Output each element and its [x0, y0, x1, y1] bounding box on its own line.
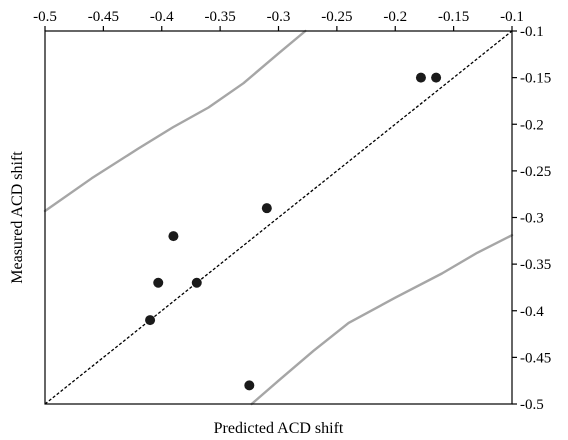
y-tick-label: -0.25 [520, 164, 551, 180]
y-axis-ticks: -0.1 -0.15 -0.2 -0.25 -0.3 -0.35 -0.4 -0.45 -0.5 [512, 24, 551, 413]
data-point [145, 315, 156, 326]
x-tick-label: -0.4 [150, 9, 174, 25]
plot-frame [44, 30, 513, 405]
x-axis-title: Predicted ACD shift [214, 420, 344, 437]
prediction-bands [43, 29, 514, 406]
lower-band-curve [250, 233, 514, 406]
x-tick-label: -0.15 [438, 9, 469, 25]
y-tick-label: -0.2 [520, 117, 544, 133]
y-axis-title: Measured ACD shift [9, 151, 26, 284]
x-tick-label: -0.3 [267, 9, 291, 25]
y-tick-label: -0.35 [520, 257, 551, 273]
x-tick-label: -0.2 [383, 9, 407, 25]
data-point [153, 277, 164, 288]
x-tick-label: -0.45 [88, 9, 119, 25]
y-tick-label: -0.4 [520, 304, 544, 320]
data-points [145, 72, 442, 391]
x-axis-ticks: -0.5 -0.45 -0.4 -0.35 -0.3 -0.25 -0.2 -0.15 -0.1 [33, 9, 524, 31]
y-tick-label: -0.3 [520, 211, 544, 227]
data-point [191, 277, 202, 288]
y-tick-label: -0.15 [520, 71, 551, 87]
data-point [415, 72, 426, 83]
data-point [244, 380, 255, 391]
data-point [168, 231, 179, 242]
data-point [261, 203, 272, 214]
y-tick-label: -0.1 [520, 24, 544, 40]
upper-band-curve [43, 29, 307, 213]
x-tick-label: -0.35 [205, 9, 236, 25]
identity-line [44, 30, 513, 405]
data-point [431, 72, 442, 83]
y-tick-label: -0.5 [520, 397, 544, 413]
identity-line-group [44, 30, 513, 405]
y-tick-label: -0.45 [520, 350, 551, 366]
x-tick-label: -0.5 [33, 9, 57, 25]
x-tick-label: -0.1 [500, 9, 524, 25]
x-tick-label: -0.25 [321, 9, 352, 25]
